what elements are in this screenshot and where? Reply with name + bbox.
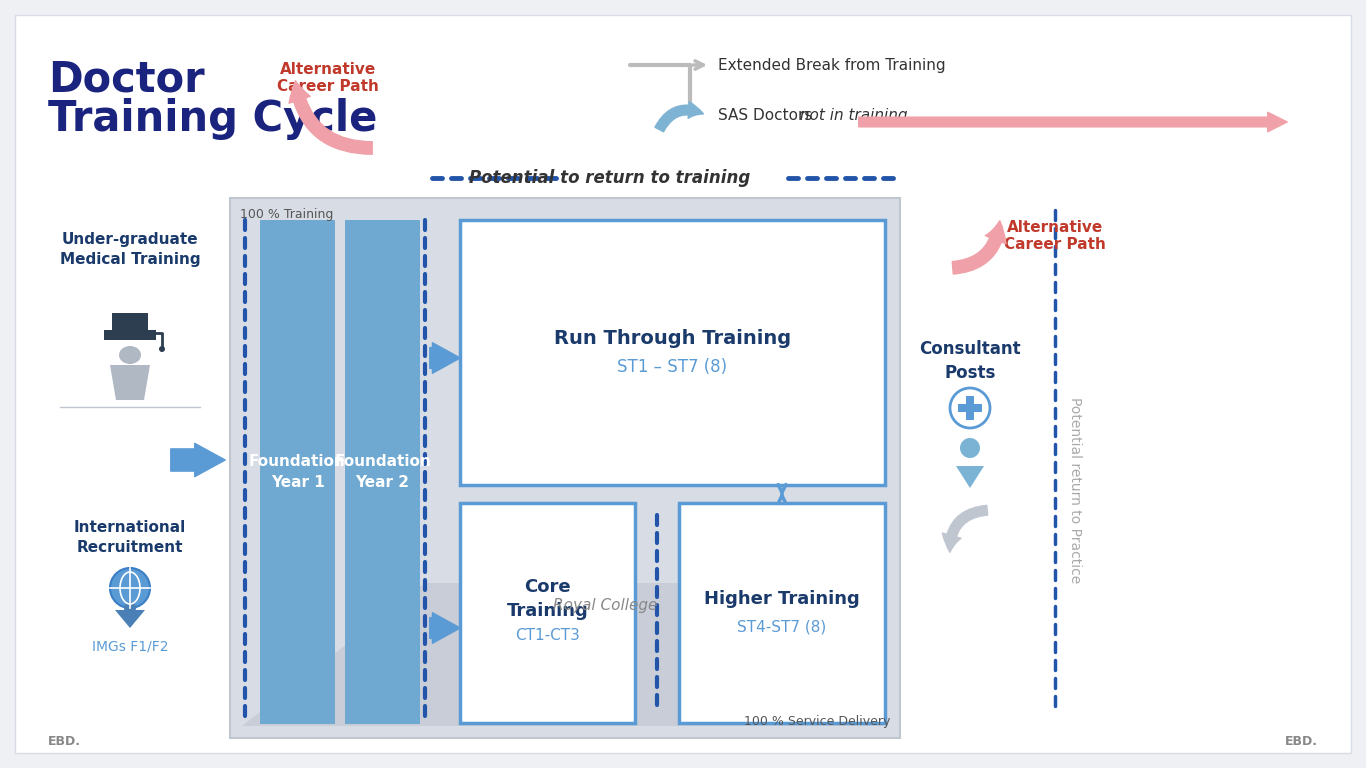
- Bar: [229, 198, 900, 738]
- FancyArrowPatch shape: [952, 220, 1005, 274]
- Ellipse shape: [119, 346, 141, 364]
- Bar: [260, 220, 335, 724]
- Text: Foundation
Year 2: Foundation Year 2: [335, 454, 430, 490]
- Text: Under-graduate
Medical Training: Under-graduate Medical Training: [60, 232, 201, 266]
- Circle shape: [111, 568, 150, 608]
- Bar: [460, 503, 635, 723]
- Text: Alternative
Career Path: Alternative Career Path: [1004, 220, 1106, 253]
- Polygon shape: [242, 583, 888, 726]
- Text: Consultant
Posts: Consultant Posts: [919, 340, 1020, 382]
- FancyArrowPatch shape: [430, 343, 460, 373]
- FancyArrowPatch shape: [290, 81, 373, 154]
- Polygon shape: [115, 610, 145, 628]
- Text: Higher Training: Higher Training: [703, 590, 859, 608]
- Text: Foundation
Year 1: Foundation Year 1: [249, 454, 346, 490]
- Text: Alternative
Career Path: Alternative Career Path: [277, 62, 378, 94]
- Polygon shape: [111, 365, 150, 400]
- Text: 100 % Training: 100 % Training: [240, 208, 333, 221]
- FancyArrowPatch shape: [171, 443, 225, 477]
- Text: Core
Training: Core Training: [507, 578, 589, 620]
- Text: Potential to return to training: Potential to return to training: [470, 169, 751, 187]
- FancyArrowPatch shape: [654, 101, 703, 132]
- Text: ST1 – ST7 (8): ST1 – ST7 (8): [617, 357, 728, 376]
- Text: Royal College: Royal College: [553, 598, 657, 613]
- Text: International
Recruitment: International Recruitment: [74, 520, 186, 554]
- Bar: [460, 220, 885, 485]
- Text: Run Through Training: Run Through Training: [555, 329, 791, 348]
- Text: Training Cycle: Training Cycle: [48, 98, 377, 140]
- FancyArrowPatch shape: [943, 505, 988, 552]
- FancyArrowPatch shape: [430, 613, 460, 644]
- Text: CT1-CT3: CT1-CT3: [515, 627, 581, 643]
- Text: SAS Doctors: SAS Doctors: [719, 108, 813, 123]
- Bar: [958, 404, 982, 412]
- Text: EBD.: EBD.: [1285, 735, 1318, 748]
- Text: Extended Break from Training: Extended Break from Training: [719, 58, 945, 73]
- Circle shape: [960, 438, 979, 458]
- Circle shape: [158, 346, 165, 352]
- Bar: [112, 313, 148, 330]
- Text: IMGs F1/F2: IMGs F1/F2: [92, 640, 168, 654]
- Bar: [346, 220, 419, 724]
- Text: Doctor: Doctor: [48, 58, 205, 100]
- FancyArrowPatch shape: [859, 112, 1287, 132]
- Text: ST4-ST7 (8): ST4-ST7 (8): [738, 620, 826, 634]
- Text: Potential return to Practice: Potential return to Practice: [1068, 397, 1082, 583]
- Text: not in training: not in training: [795, 108, 907, 123]
- Bar: [104, 330, 156, 340]
- Circle shape: [124, 602, 137, 614]
- Text: EBD.: EBD.: [48, 735, 81, 748]
- Text: 100 % Service Delivery: 100 % Service Delivery: [743, 715, 891, 728]
- Polygon shape: [956, 466, 984, 488]
- Bar: [966, 396, 974, 420]
- Bar: [679, 503, 885, 723]
